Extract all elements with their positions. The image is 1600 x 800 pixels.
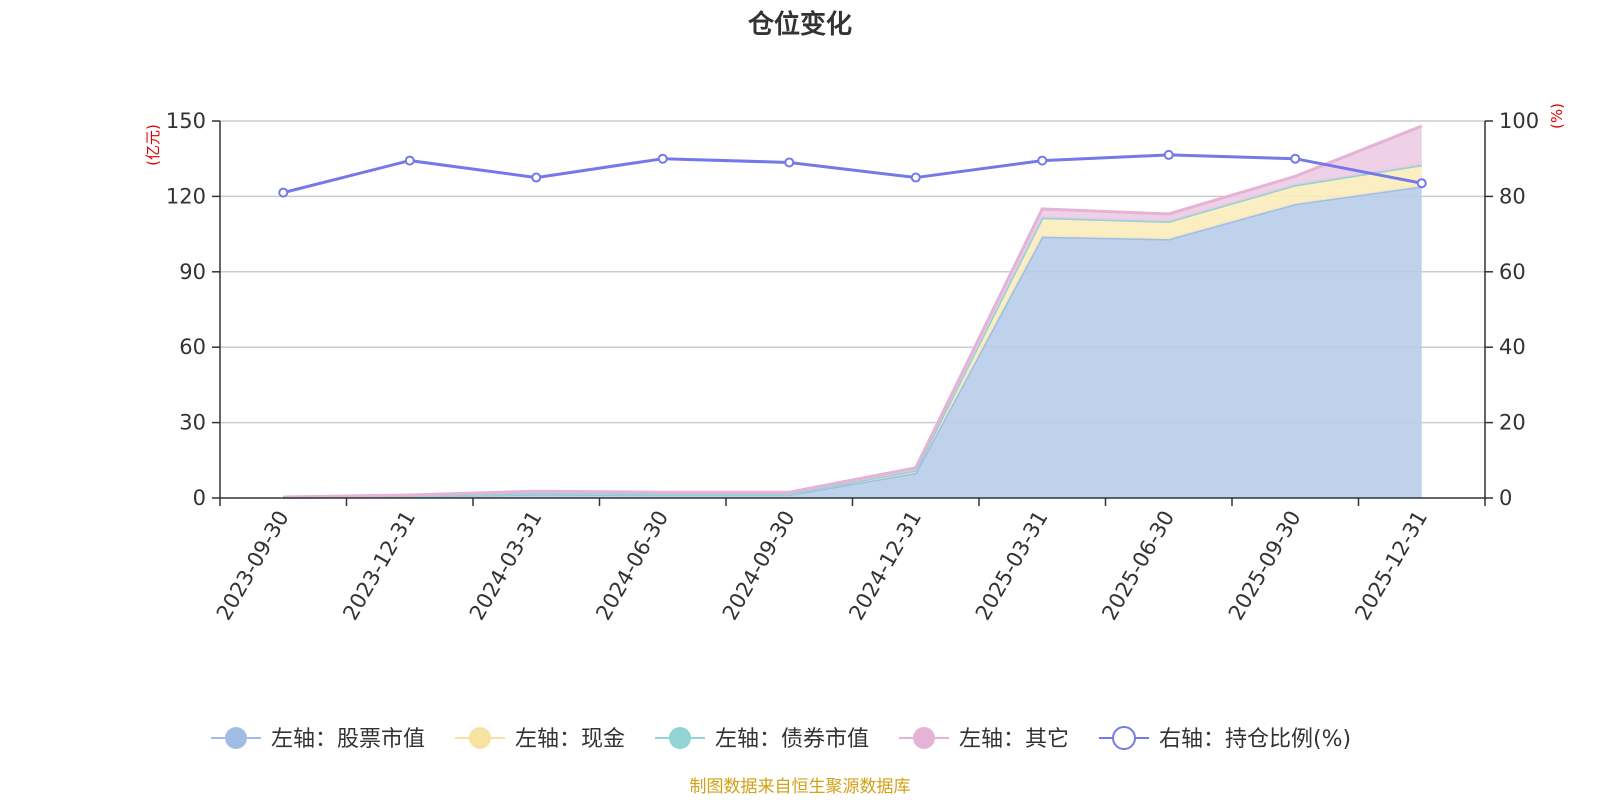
left-tick-label-150: 150 [166, 109, 206, 133]
right-axis-unit: (%) [1548, 103, 1566, 129]
legend-label-2: 左轴：债券市值 [715, 727, 869, 752]
x-tick-label-2025-12-31: 2025-12-31 [1350, 507, 1432, 625]
ratio-point-2025-09-30 [1290, 153, 1301, 164]
area-series-0 [283, 186, 1422, 498]
ratio-point-2025-06-30 [1163, 149, 1174, 160]
area-line-series-3 [283, 124, 1423, 499]
right-tick-label-40: 40 [1499, 335, 1526, 359]
legend-marker-1 [469, 727, 491, 749]
right-tick-label-80: 80 [1499, 184, 1526, 208]
ratio-point-2024-06-30 [657, 153, 668, 164]
x-tick-label-2025-06-30: 2025-06-30 [1097, 507, 1179, 625]
legend-marker-3 [913, 727, 935, 749]
right-tick-label-60: 60 [1499, 260, 1526, 284]
ratio-point-2025-03-31 [1037, 155, 1048, 166]
right-tick-label-0: 0 [1499, 486, 1512, 510]
x-tick-label-2025-09-30: 2025-09-30 [1224, 507, 1306, 625]
area-series-1 [283, 164, 1422, 498]
chart-title: 仓位变化 [747, 9, 852, 40]
x-tick-label-2025-03-31: 2025-03-31 [971, 507, 1053, 625]
left-tick-label-30: 30 [179, 411, 206, 435]
legend-marker-2 [669, 727, 691, 749]
left-tick-label-120: 120 [166, 184, 206, 208]
area-series-3 [283, 126, 1422, 498]
legend-marker-0 [225, 727, 247, 749]
x-tick-label-2024-12-31: 2024-12-31 [844, 507, 926, 625]
legend-label-1: 左轴：现金 [515, 727, 625, 752]
legend-label-3: 左轴：其它 [959, 727, 1069, 752]
x-tick-label-2024-06-30: 2024-06-30 [591, 507, 673, 625]
stacked-areas [283, 124, 1423, 499]
legend: 左轴：股票市值 左轴：现金 左轴：债券市值 左轴：其它 右轴：持仓比例(%) [211, 726, 1351, 752]
ratio-point-2024-12-31 [910, 172, 921, 183]
left-tick-label-60: 60 [179, 335, 206, 359]
legend-item-0: 左轴：股票市值 [211, 727, 425, 752]
ratio-point-2023-12-31 [404, 155, 415, 166]
right-tick-label-100: 100 [1499, 109, 1539, 133]
ratio-point-2025-12-31 [1416, 178, 1427, 189]
holding-ratio-line [278, 149, 1427, 198]
ratio-point-2024-03-31 [531, 172, 542, 183]
left-tick-label-90: 90 [179, 260, 206, 284]
x-tick-label-2023-12-31: 2023-12-31 [338, 507, 420, 625]
legend-item-3: 左轴：其它 [899, 727, 1069, 752]
x-tick-label-2023-09-30: 2023-09-30 [212, 507, 294, 625]
legend-marker-4 [1112, 726, 1136, 750]
ratio-point-2024-09-30 [784, 157, 795, 168]
right-tick-label-20: 20 [1499, 411, 1526, 435]
legend-item-1: 左轴：现金 [455, 727, 625, 752]
left-axis-unit: (亿元) [144, 124, 162, 166]
legend-item-2: 左轴：债券市值 [655, 727, 869, 752]
data-source-note: 制图数据来自恒生聚源数据库 [690, 777, 911, 797]
x-tick-label-2024-09-30: 2024-09-30 [718, 507, 800, 625]
legend-label-0: 左轴：股票市值 [271, 727, 425, 752]
ratio-line [282, 153, 1423, 195]
ratio-point-2023-09-30 [278, 187, 289, 198]
legend-label-4: 右轴：持仓比例(%) [1159, 727, 1351, 752]
x-tick-label-2024-03-31: 2024-03-31 [465, 507, 547, 625]
legend-item-4: 右轴：持仓比例(%) [1099, 726, 1351, 752]
left-tick-label-0: 0 [193, 486, 206, 510]
